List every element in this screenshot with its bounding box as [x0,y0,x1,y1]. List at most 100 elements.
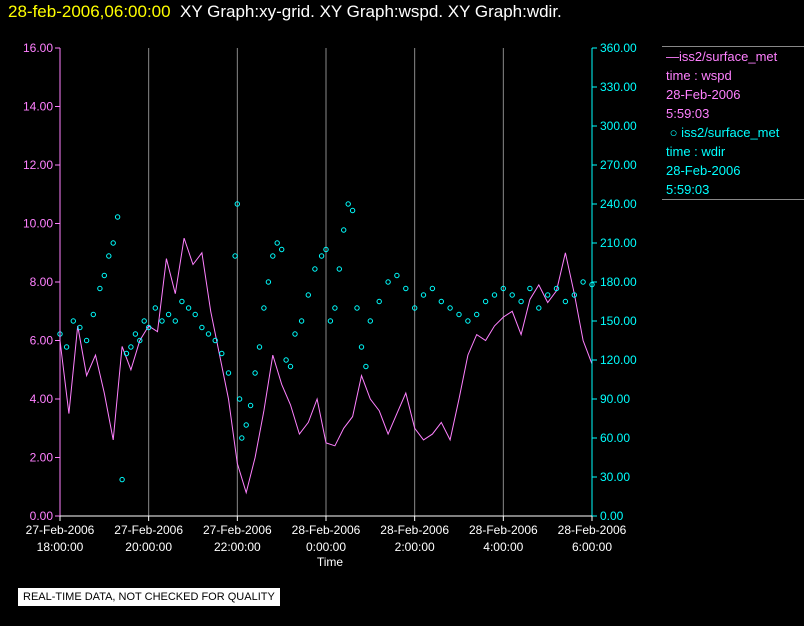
wdir-point [332,305,338,311]
wdir-point [447,305,453,311]
wdir-point [236,396,243,402]
wdir-point [101,272,108,279]
wdir-point [349,207,356,214]
wdir-point [287,363,294,370]
wdir-point [354,305,360,311]
x-tick-date: 28-Feb-2006 [469,523,538,537]
wdir-point [500,285,506,292]
wdir-series [57,201,595,483]
left-tick-label: 14.00 [23,100,53,114]
right-tick-label: 60.00 [600,431,630,445]
wdir-point [110,240,116,246]
left-tick-label: 10.00 [23,217,53,231]
right-axis-ticks: 0.00 30.00 60.00 90.00 120.00 150.00 180.00 210… [592,41,637,523]
wdir-point [137,337,143,344]
x-axis-label: Time [317,555,344,569]
wdir-point [185,305,192,311]
wdir-point [128,344,134,350]
legend-entry-wdir: ○ iss2/surface_met time : wdir 28-Feb-20… [662,123,804,199]
wdir-point [77,324,83,331]
chart-title: 28-feb-2006,06:00:00 XY Graph:xy-grid. X… [8,2,562,22]
wdir-point [323,246,329,253]
wdir-point [106,253,112,259]
wdir-point [429,285,436,292]
wdir-point [358,344,365,350]
wdir-point [119,476,125,483]
wdir-point [327,318,334,324]
wdir-point [114,214,121,220]
legend-series2-name: iss2/surface_met [681,125,780,140]
wdir-point [394,272,400,279]
right-tick-label: 300.00 [600,119,637,133]
wdir-point [553,285,560,292]
wdir-point [545,292,551,298]
legend-series1-date: 28-Feb-2006 [666,87,741,102]
wdir-point [412,305,418,311]
wdir-point [518,298,524,305]
title-graph-list: XY Graph:xy-grid. XY Graph:wspd. XY Grap… [180,2,562,21]
wdir-point [312,266,318,272]
right-tick-label: 360.00 [600,41,637,55]
x-tick-time: 6:00:00 [572,540,612,554]
grid-lines [148,48,504,516]
wdir-point [385,279,391,285]
left-tick-label: 8.00 [30,275,54,289]
left-tick-label: 2.00 [30,451,54,465]
legend-divider [662,199,804,200]
legend: —iss2/surface_met time : wspd 28-Feb-200… [662,46,804,200]
right-tick-label: 30.00 [600,470,630,484]
wdir-point [367,318,373,324]
wdir-point [465,318,471,324]
wdir-point [172,318,179,324]
left-tick-label: 16.00 [23,41,53,55]
wdir-point [376,298,382,305]
legend-line-swatch: — [666,49,679,64]
wdir-point [159,318,165,324]
wdir-point [256,344,263,350]
right-tick-label: 90.00 [600,392,630,406]
wdir-point [141,318,147,324]
wdir-point [132,331,139,337]
wdir-point [571,292,577,298]
wdir-point [318,253,325,259]
right-tick-label: 210.00 [600,236,637,250]
legend-series2-time: 5:59:03 [666,182,710,197]
x-tick-date: 28-Feb-2006 [292,523,361,537]
left-tick-label: 4.00 [30,392,54,406]
wdir-point [562,298,569,305]
wdir-point [274,240,280,246]
wdir-point [305,292,311,298]
wdir-point [474,311,480,318]
left-tick-label: 0.00 [30,509,54,523]
left-axis-ticks: 0.00 2.00 4.00 6.00 8.00 10.00 12.00 14.00 16.00 [23,41,60,523]
legend-divider [662,46,804,47]
left-tick-label: 6.00 [30,334,54,348]
wdir-point [232,253,238,259]
x-tick-time: 18:00:00 [37,540,84,554]
right-tick-label: 150.00 [600,314,637,328]
wdir-point [152,305,159,311]
legend-series2-date: 28-Feb-2006 [666,163,741,178]
wdir-point [279,246,285,253]
x-tick-time: 0:00:00 [306,540,346,554]
legend-point-swatch: ○ [666,125,682,140]
wdir-point [234,201,241,207]
right-tick-label: 0.00 [600,509,624,523]
wdir-point [225,370,232,376]
wdir-point [438,298,444,305]
wdir-point [527,285,533,292]
wdir-point [70,318,77,324]
wdir-point [83,337,90,344]
x-tick-date: 27-Feb-2006 [203,523,272,537]
wdir-point [265,279,272,285]
wdir-point [90,311,97,318]
right-tick-label: 240.00 [600,197,637,211]
x-tick-date: 27-Feb-2006 [114,523,183,537]
wdir-point [252,370,258,376]
wdir-point [363,363,369,370]
right-tick-label: 180.00 [600,275,637,289]
wdir-point [212,337,218,344]
legend-series2-var: time : wdir [666,144,726,159]
wdir-point [580,279,586,285]
wdir-point [456,311,462,318]
